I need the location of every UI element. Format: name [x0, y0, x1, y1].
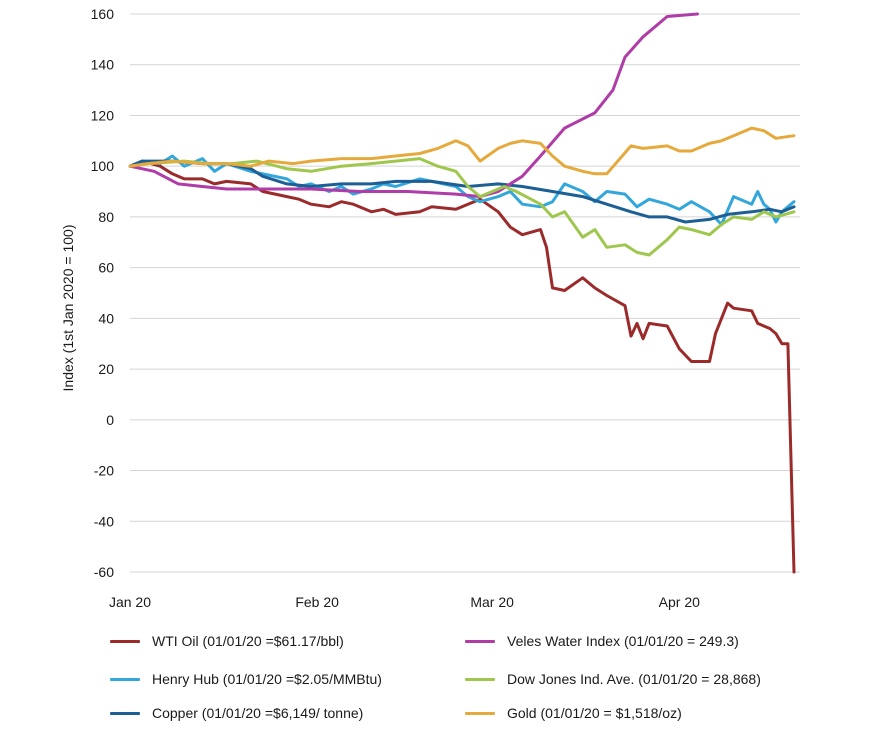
legend-label: Gold (01/01/20 = $1,518/oz) [507, 705, 682, 721]
series-line-dow-jones-ind-ave- [128, 157, 796, 257]
gridlines [130, 13, 800, 573]
y-tick-label: -20 [94, 463, 114, 479]
legend-item-henry-hub: Henry Hub (01/01/20 =$2.05/MMBtu) [110, 668, 382, 690]
legend-label: Henry Hub (01/01/20 =$2.05/MMBtu) [152, 671, 382, 687]
legend-swatch [110, 677, 140, 681]
y-tick-label: -60 [94, 564, 114, 580]
legend-item-veles-water-index: Veles Water Index (01/01/20 = 249.3) [465, 630, 739, 652]
y-axis-ticks: 160 140 120 100 80 60 40 20 0 -20 -40 -60 [91, 6, 115, 580]
x-axis-ticks: Jan 20 Feb 20 Mar 20 Apr 20 [109, 594, 700, 610]
legend-label: Veles Water Index (01/01/20 = 249.3) [507, 633, 739, 649]
legend-swatch [110, 639, 140, 643]
x-tick-label: Apr 20 [659, 594, 700, 610]
y-tick-label: -40 [94, 513, 114, 529]
legend-label: Dow Jones Ind. Ave. (01/01/20 = 28,868) [507, 671, 761, 687]
legend-swatch [110, 711, 140, 715]
legend-swatch [465, 677, 495, 681]
legend-item-dow-jones: Dow Jones Ind. Ave. (01/01/20 = 28,868) [465, 668, 761, 690]
y-tick-label: 40 [98, 310, 114, 326]
y-axis-label: Index (1st Jan 2020 = 100) [60, 225, 76, 392]
legend-label: Copper (01/01/20 =$6,149/ tonne) [152, 705, 364, 721]
y-tick-label: 60 [98, 260, 114, 276]
legend-swatch [465, 639, 495, 643]
y-tick-label: 160 [91, 6, 115, 22]
legend-label: WTI Oil (01/01/20 =$61.17/bbl) [152, 633, 344, 649]
x-tick-label: Mar 20 [470, 594, 514, 610]
legend-swatch [465, 711, 495, 715]
y-tick-label: 140 [91, 57, 115, 73]
legend-item-gold: Gold (01/01/20 = $1,518/oz) [465, 702, 682, 724]
x-tick-label: Feb 20 [295, 594, 339, 610]
series-lines [128, 12, 796, 574]
y-tick-label: 120 [91, 107, 115, 123]
line-chart: 160 140 120 100 80 60 40 20 0 -20 -40 -60 Jan 20 Feb… [60, 6, 800, 610]
y-tick-label: 20 [98, 361, 114, 377]
y-tick-label: 0 [106, 412, 114, 428]
series-line-gold [128, 126, 796, 176]
series-line-wti-oil [128, 159, 796, 574]
legend-item-wti-oil: WTI Oil (01/01/20 =$61.17/bbl) [110, 630, 344, 652]
y-tick-label: 80 [98, 209, 114, 225]
legend-item-copper: Copper (01/01/20 =$6,149/ tonne) [110, 702, 363, 724]
series-line-copper [128, 159, 796, 224]
x-tick-label: Jan 20 [109, 594, 151, 610]
y-tick-label: 100 [91, 158, 115, 174]
